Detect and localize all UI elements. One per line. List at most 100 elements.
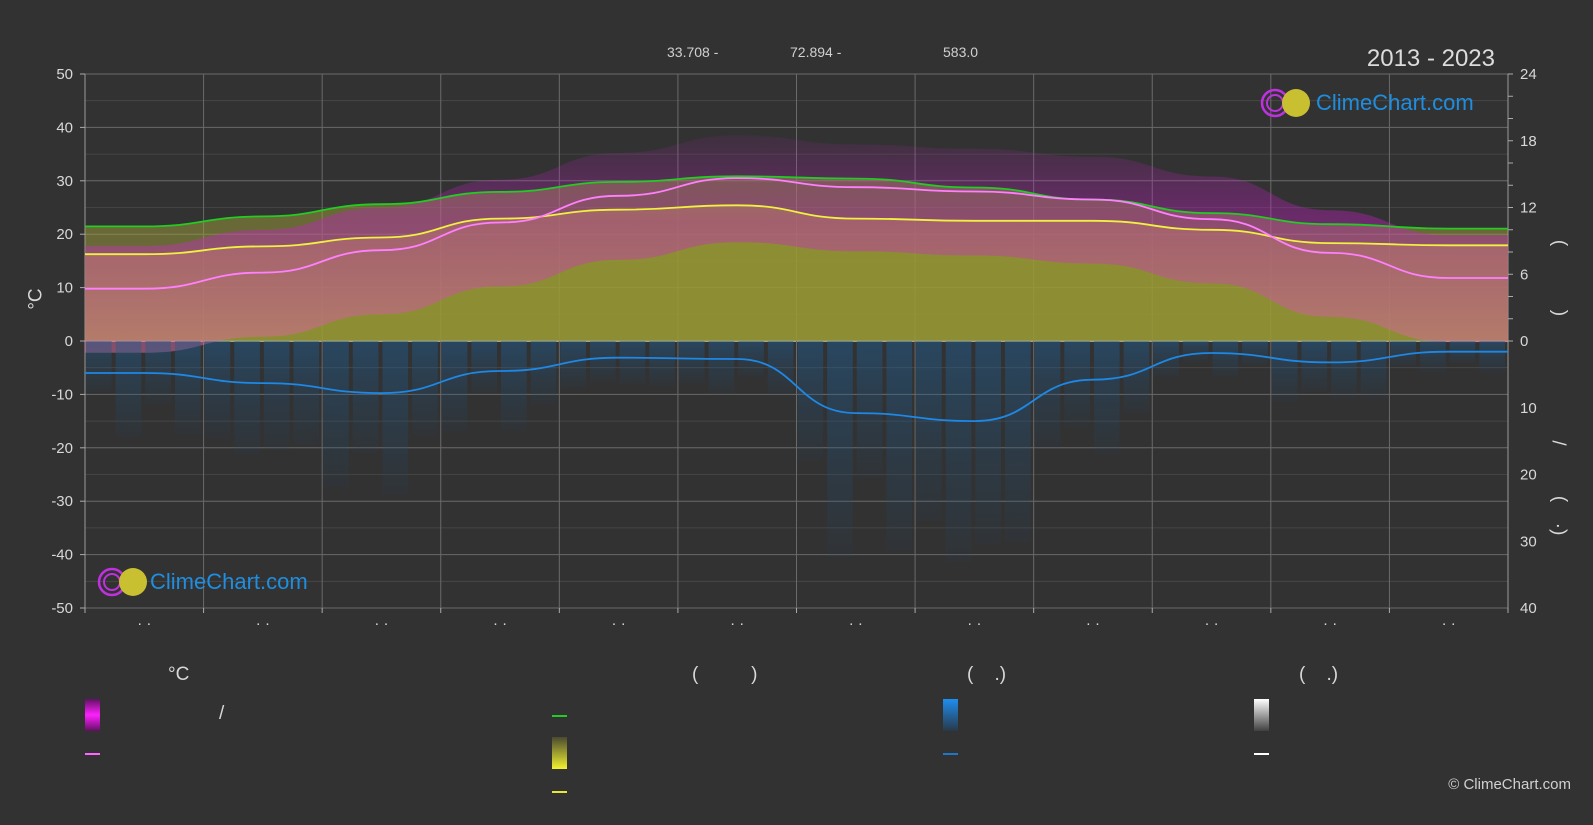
logo-bottom[interactable]: ClimeChart.com: [146, 569, 308, 595]
precip-bar: [1479, 341, 1505, 373]
precip-bar: [115, 341, 142, 437]
precip-bar: [1093, 341, 1120, 455]
legend-sunshine-title: ( ): [692, 664, 758, 685]
logo-top[interactable]: ClimeChart.com: [1312, 90, 1474, 116]
left-tick-label: 0: [65, 333, 73, 350]
right-top-tick-label: 0: [1520, 333, 1528, 350]
legend-snow-swatch: [1254, 699, 1269, 731]
precip-bar: [501, 341, 527, 430]
legend-temp-range-swatch: [85, 699, 100, 731]
legend-temp-slash: /: [219, 703, 225, 724]
precip-bar: [589, 341, 616, 382]
month-tick-label: · ·: [374, 615, 388, 632]
precip-bar: [234, 341, 260, 456]
precip-bar: [945, 341, 972, 562]
left-tick-label: 50: [56, 66, 73, 83]
precip-bar: [827, 341, 853, 557]
precip-bar: [619, 341, 646, 385]
month-tick-label: · ·: [1204, 615, 1218, 632]
left-tick-label: -50: [51, 600, 73, 617]
axis-ticks: 50 40 30 20 10 0 -10 -20 -30 -40 -50 24 18 12 6 0 10 20 30…: [51, 66, 1536, 632]
right-top-tick-label: 24: [1520, 66, 1537, 83]
precip-bar: [1271, 341, 1298, 403]
temperature-range-area: [85, 135, 1508, 353]
left-tick-label: 20: [56, 226, 73, 243]
month-tick-label: · ·: [1323, 615, 1337, 632]
month-tick-label: · ·: [730, 615, 744, 632]
precip-bar: [441, 341, 468, 432]
precip-bar: [1064, 341, 1090, 427]
precipitation-line: [85, 350, 1508, 423]
logo-text: ClimeChart.com: [150, 569, 308, 594]
data-areas: [85, 135, 1508, 562]
precip-bar: [916, 341, 942, 521]
precip-bar: [471, 341, 498, 394]
precip-bar: [86, 341, 112, 393]
precip-bar: [263, 341, 290, 450]
right-bottom-tick-label: 30: [1520, 533, 1537, 550]
precip-bar: [1123, 341, 1150, 414]
right-bottom-tick-label: 20: [1520, 467, 1537, 484]
right-top-tick-label: 12: [1520, 200, 1537, 217]
left-axis-unit: °C: [25, 288, 47, 310]
precip-bar: [1301, 341, 1328, 392]
precip-bar: [1182, 341, 1209, 362]
precip-bar: [323, 341, 349, 487]
precip-bar: [797, 341, 824, 461]
precip-bar: [352, 341, 379, 454]
right-axis-mark-3: /: [1550, 440, 1572, 446]
precip-bar: [174, 341, 201, 434]
right-top-tick-label: 6: [1520, 266, 1528, 283]
right-axis-mark-5: (·: [1547, 522, 1569, 536]
month-tick-label: · ·: [1442, 615, 1456, 632]
legend-daylight-line: [552, 715, 567, 717]
month-tick-label: · ·: [849, 615, 863, 632]
period-label: 2013 - 2023: [1366, 45, 1495, 72]
legend-snow-title: ( .): [1299, 664, 1339, 685]
left-tick-label: -30: [51, 493, 73, 510]
left-tick-label: -40: [51, 547, 73, 564]
month-tick-label: · ·: [967, 615, 981, 632]
precip-bar: [886, 341, 913, 552]
precip-bar: [1242, 341, 1268, 366]
precip-bar: [1360, 341, 1387, 398]
data-lines: [85, 175, 1508, 423]
logo-text: ClimeChart.com: [1316, 90, 1474, 115]
copyright: © ClimeChart.com: [1448, 776, 1571, 793]
precip-bar: [560, 341, 586, 389]
precip-bar: [1034, 341, 1061, 449]
right-bottom-tick-label: 40: [1520, 600, 1537, 617]
right-axis-mark-2: (: [1548, 309, 1570, 317]
precip-bar: [1005, 341, 1031, 543]
legend-rain-line: [943, 753, 958, 755]
legend-temperature-title: °C: [168, 664, 190, 685]
precip-bar: [856, 341, 883, 479]
precip-bar: [382, 341, 409, 495]
legend-sunshine-swatch: [552, 737, 567, 769]
sunshine-line: [85, 204, 1508, 256]
left-tick-label: -20: [51, 440, 73, 457]
legend-rain-swatch: [943, 699, 958, 731]
max-temp-line: [85, 177, 1508, 290]
precip-bar: [649, 341, 675, 386]
precip-bar: [678, 341, 705, 384]
logo-icon-top: [1260, 88, 1310, 118]
precip-bar: [204, 341, 231, 438]
month-tick-label: · ·: [612, 615, 626, 632]
legend-precip-title: ( .): [967, 664, 1007, 685]
legend-max-temp-line: [85, 753, 100, 755]
month-tick-label: · ·: [493, 615, 507, 632]
legend-snow-line: [1254, 753, 1269, 755]
precip-bar: [1331, 341, 1357, 398]
left-tick-label: 10: [56, 280, 73, 297]
left-tick-label: -10: [51, 386, 73, 403]
longitude-label: 72.894 -: [790, 44, 842, 60]
left-tick-label: 30: [56, 173, 73, 190]
month-tick-label: · ·: [256, 615, 270, 632]
precip-bar: [1212, 341, 1239, 377]
legend-sunshine-line: [552, 791, 567, 793]
precip-bar: [975, 341, 1002, 545]
right-axis-mark-4: ): [1548, 495, 1570, 503]
precip-bar: [1420, 341, 1446, 372]
